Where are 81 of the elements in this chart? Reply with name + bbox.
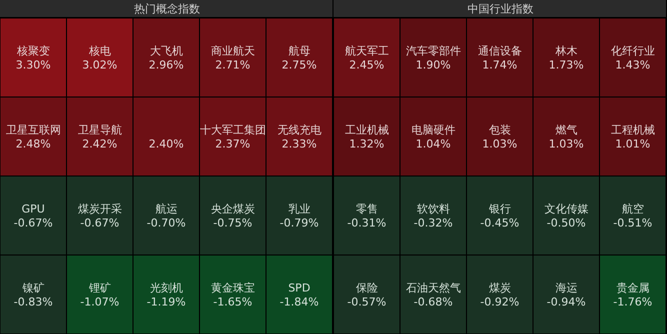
- category-label: 锂矿: [88, 282, 111, 294]
- data-label: 2.75%: [282, 58, 317, 72]
- category-label: 十大军工集团: [200, 124, 266, 136]
- category-label: 煤炭: [488, 282, 511, 294]
- data-label: -0.79%: [280, 216, 319, 230]
- category-label: 通信设备: [478, 44, 522, 58]
- category-label: 航天军工: [344, 44, 389, 58]
- text: 热门概念指数: [134, 2, 200, 16]
- data-label: -0.83%: [14, 296, 53, 308]
- data-label: 1.43%: [615, 58, 650, 72]
- category-label: 光刻机: [150, 282, 183, 294]
- category-label: 卫星导航: [78, 124, 122, 136]
- data-label: -1.65%: [213, 296, 252, 308]
- category-label: 航空: [622, 202, 644, 216]
- data-label: -0.67%: [80, 216, 120, 230]
- category-label: 包装: [488, 124, 511, 136]
- category-label: 乳业: [288, 202, 310, 216]
- category-label: 卫星互联网: [6, 124, 61, 136]
- data-label: -1.76%: [613, 296, 652, 308]
- category-label: 海运: [555, 282, 578, 294]
- data-label: -0.70%: [146, 216, 186, 230]
- data-label: 2.40%: [148, 138, 184, 150]
- category-label: 保险: [356, 282, 378, 294]
- category-label: 贵金属: [616, 282, 650, 294]
- category-label: 电脑硬件: [411, 124, 456, 136]
- data-label: 2.45%: [349, 58, 384, 72]
- data-label: 2.71%: [215, 58, 250, 72]
- data-label: 2.42%: [82, 138, 118, 150]
- data-label: -0.67%: [14, 216, 53, 230]
- category-label: 大飞机: [150, 44, 183, 58]
- category-label: 商业航天: [210, 44, 255, 58]
- data-label: -1.84%: [280, 296, 319, 308]
- category-label: 汽车零部件: [406, 44, 461, 58]
- data-label: 1.32%: [349, 138, 384, 150]
- data-label: -0.45%: [480, 216, 520, 230]
- category-label: 化纤行业: [610, 44, 655, 58]
- category-label: 石油天然气: [406, 282, 461, 294]
- category-label: 零售: [356, 202, 378, 216]
- category-label: 航母: [288, 44, 310, 58]
- category-label: 软饮料: [416, 202, 450, 216]
- category-label: 核电: [88, 44, 111, 58]
- data-label: -0.50%: [546, 216, 586, 230]
- category-label: SPD: [288, 282, 310, 294]
- category-label: 燃气: [555, 124, 578, 136]
- category-label: 工程机械: [610, 124, 655, 136]
- category-label: 无线充电: [277, 124, 322, 136]
- category-label: GPU: [22, 202, 45, 216]
- data-label: 2.48%: [16, 138, 51, 150]
- data-label: -0.31%: [347, 216, 386, 230]
- data-label: 2.96%: [148, 58, 184, 72]
- data-label: 1.03%: [482, 138, 518, 150]
- data-label: 1.01%: [615, 138, 650, 150]
- data-label: 2.37%: [215, 138, 250, 150]
- data-label: 1.03%: [548, 138, 584, 150]
- category-label: 煤炭开采: [78, 202, 122, 216]
- category-label: 黄金珠宝: [210, 282, 255, 294]
- category-label: 镍矿: [21, 282, 44, 294]
- category-label: 文化传媒: [544, 202, 588, 216]
- category-label: 核聚变: [16, 44, 50, 58]
- data-label: 1.74%: [482, 58, 518, 72]
- text: 中国行业指数: [467, 2, 534, 16]
- category-label: 工业机械: [344, 124, 389, 136]
- category-label: 航运: [155, 202, 178, 216]
- category-label: 央企煤炭: [210, 202, 255, 216]
- data-label: -0.32%: [414, 216, 453, 230]
- data-label: -0.68%: [414, 296, 453, 308]
- data-label: -0.51%: [613, 216, 652, 230]
- category-label: 林木: [554, 44, 578, 58]
- data-label: -1.19%: [146, 296, 186, 308]
- data-label: 3.02%: [82, 58, 118, 72]
- data-label: -0.75%: [213, 216, 252, 230]
- data-label: -1.07%: [80, 296, 120, 308]
- data-label: -0.57%: [347, 296, 386, 308]
- data-label: -0.92%: [480, 296, 520, 308]
- data-label: 2.33%: [282, 138, 317, 150]
- data-label: 1.73%: [548, 58, 584, 72]
- data-label: 1.04%: [416, 138, 451, 150]
- data-label: 3.30%: [16, 58, 51, 72]
- category-label: 银行: [488, 202, 511, 216]
- data-label: -0.94%: [546, 296, 586, 308]
- data-label: 1.90%: [416, 58, 451, 72]
